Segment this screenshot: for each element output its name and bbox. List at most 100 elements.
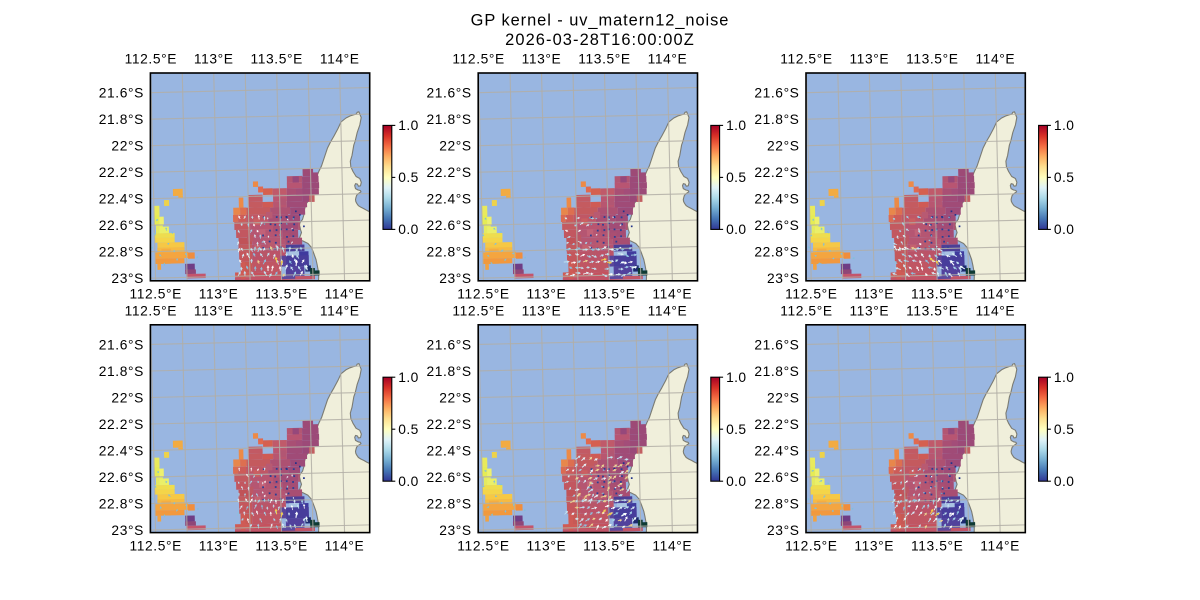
svg-text:114°E: 114°E	[320, 52, 360, 67]
svg-text:22.2°S: 22.2°S	[754, 417, 799, 432]
svg-text:113°E: 113°E	[522, 52, 562, 67]
svg-text:21.6°S: 21.6°S	[427, 86, 472, 101]
svg-text:22.4°S: 22.4°S	[427, 443, 472, 458]
svg-text:0.0: 0.0	[398, 222, 418, 237]
svg-text:1.0: 1.0	[1054, 370, 1074, 385]
svg-text:22.2°S: 22.2°S	[99, 165, 144, 180]
svg-text:113.5°E: 113.5°E	[583, 287, 635, 302]
svg-text:114°E: 114°E	[648, 303, 688, 318]
svg-text:112.5°E: 112.5°E	[785, 287, 837, 302]
svg-text:22°S: 22°S	[439, 139, 471, 154]
svg-text:0.0: 0.0	[726, 474, 746, 489]
svg-text:22.4°S: 22.4°S	[427, 192, 472, 207]
svg-text:21.8°S: 21.8°S	[427, 112, 472, 127]
svg-text:113°E: 113°E	[199, 539, 239, 554]
svg-text:113.5°E: 113.5°E	[906, 303, 958, 318]
svg-text:21.8°S: 21.8°S	[754, 112, 799, 127]
svg-text:22.8°S: 22.8°S	[99, 496, 144, 511]
svg-text:21.6°S: 21.6°S	[427, 337, 472, 352]
svg-text:21.6°S: 21.6°S	[99, 337, 144, 352]
svg-text:22.4°S: 22.4°S	[754, 443, 799, 458]
svg-text:0.0: 0.0	[398, 474, 418, 489]
svg-text:113°E: 113°E	[849, 303, 889, 318]
svg-text:22°S: 22°S	[767, 390, 799, 405]
svg-text:114°E: 114°E	[975, 303, 1015, 318]
svg-text:114°E: 114°E	[980, 287, 1020, 302]
svg-text:114°E: 114°E	[648, 52, 688, 67]
svg-text:112.5°E: 112.5°E	[125, 303, 177, 318]
svg-text:23°S: 23°S	[111, 271, 143, 286]
svg-text:1.0: 1.0	[726, 118, 746, 133]
svg-text:113.5°E: 113.5°E	[906, 52, 958, 67]
svg-text:113°E: 113°E	[194, 52, 234, 67]
svg-text:112.5°E: 112.5°E	[780, 303, 832, 318]
svg-text:22°S: 22°S	[767, 139, 799, 154]
svg-text:22.6°S: 22.6°S	[99, 470, 144, 485]
svg-text:22.2°S: 22.2°S	[427, 417, 472, 432]
svg-text:112.5°E: 112.5°E	[785, 539, 837, 554]
svg-text:23°S: 23°S	[767, 523, 799, 538]
svg-text:113.5°E: 113.5°E	[911, 287, 963, 302]
svg-text:113°E: 113°E	[522, 303, 562, 318]
svg-text:1.0: 1.0	[398, 118, 418, 133]
svg-text:113.5°E: 113.5°E	[255, 539, 307, 554]
svg-text:112.5°E: 112.5°E	[457, 539, 509, 554]
svg-text:113°E: 113°E	[854, 539, 894, 554]
svg-text:22°S: 22°S	[111, 139, 143, 154]
svg-text:0.5: 0.5	[726, 422, 746, 437]
svg-text:113.5°E: 113.5°E	[911, 539, 963, 554]
svg-text:0.0: 0.0	[726, 222, 746, 237]
svg-text:112.5°E: 112.5°E	[129, 287, 181, 302]
svg-text:113°E: 113°E	[854, 287, 894, 302]
svg-text:113°E: 113°E	[527, 539, 567, 554]
svg-text:113°E: 113°E	[199, 287, 239, 302]
svg-text:114°E: 114°E	[320, 303, 360, 318]
svg-text:0.5: 0.5	[726, 170, 746, 185]
svg-text:21.8°S: 21.8°S	[99, 364, 144, 379]
svg-text:22.8°S: 22.8°S	[754, 496, 799, 511]
svg-text:22.8°S: 22.8°S	[427, 245, 472, 260]
svg-text:22.6°S: 22.6°S	[754, 218, 799, 233]
svg-text:23°S: 23°S	[439, 271, 471, 286]
svg-text:22.4°S: 22.4°S	[754, 192, 799, 207]
svg-text:22.8°S: 22.8°S	[99, 245, 144, 260]
svg-text:22°S: 22°S	[439, 390, 471, 405]
svg-text:23°S: 23°S	[439, 523, 471, 538]
svg-text:22.2°S: 22.2°S	[427, 165, 472, 180]
svg-text:112.5°E: 112.5°E	[452, 52, 504, 67]
svg-text:0.5: 0.5	[1054, 170, 1074, 185]
svg-text:113.5°E: 113.5°E	[250, 303, 302, 318]
svg-text:113°E: 113°E	[194, 303, 234, 318]
svg-text:1.0: 1.0	[726, 370, 746, 385]
svg-text:22.2°S: 22.2°S	[754, 165, 799, 180]
svg-text:0.5: 0.5	[398, 422, 418, 437]
svg-text:113.5°E: 113.5°E	[578, 52, 630, 67]
svg-text:GP kernel - uv_matern12_noise: GP kernel - uv_matern12_noise	[471, 12, 730, 30]
svg-text:22.4°S: 22.4°S	[99, 192, 144, 207]
svg-text:2026-03-28T16:00:00Z: 2026-03-28T16:00:00Z	[505, 31, 695, 49]
svg-text:21.8°S: 21.8°S	[427, 364, 472, 379]
svg-text:112.5°E: 112.5°E	[780, 52, 832, 67]
svg-text:21.6°S: 21.6°S	[754, 86, 799, 101]
svg-text:112.5°E: 112.5°E	[125, 52, 177, 67]
svg-text:23°S: 23°S	[767, 271, 799, 286]
svg-text:0.5: 0.5	[398, 170, 418, 185]
svg-text:22.6°S: 22.6°S	[427, 470, 472, 485]
svg-text:22°S: 22°S	[111, 390, 143, 405]
svg-text:22.2°S: 22.2°S	[99, 417, 144, 432]
svg-text:113.5°E: 113.5°E	[578, 303, 630, 318]
svg-text:1.0: 1.0	[1054, 118, 1074, 133]
svg-text:114°E: 114°E	[652, 287, 692, 302]
svg-text:21.6°S: 21.6°S	[754, 337, 799, 352]
svg-text:21.8°S: 21.8°S	[99, 112, 144, 127]
svg-text:114°E: 114°E	[652, 539, 692, 554]
svg-text:113.5°E: 113.5°E	[583, 539, 635, 554]
svg-text:113°E: 113°E	[527, 287, 567, 302]
svg-text:22.8°S: 22.8°S	[754, 245, 799, 260]
svg-text:0.5: 0.5	[1054, 422, 1074, 437]
svg-text:22.8°S: 22.8°S	[427, 496, 472, 511]
svg-text:22.6°S: 22.6°S	[99, 218, 144, 233]
svg-text:23°S: 23°S	[111, 523, 143, 538]
svg-text:21.6°S: 21.6°S	[99, 86, 144, 101]
svg-text:22.6°S: 22.6°S	[427, 218, 472, 233]
